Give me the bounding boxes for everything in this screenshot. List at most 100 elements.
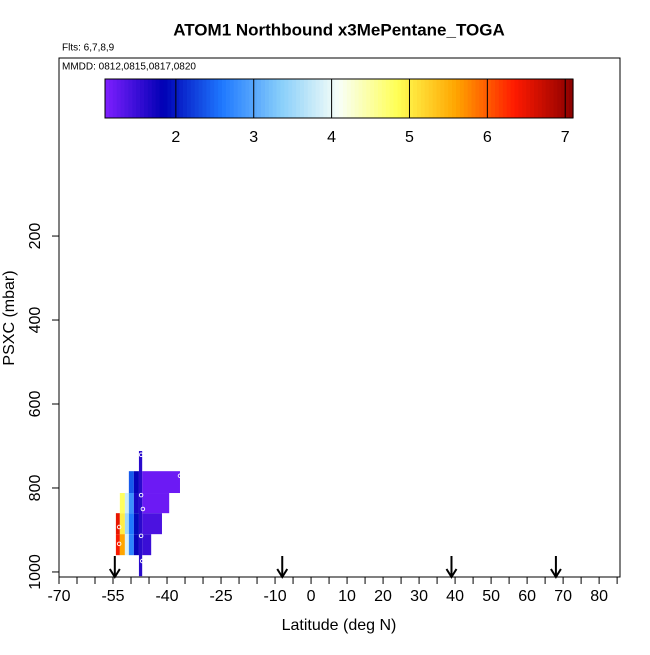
colorbar-strip [171,79,176,118]
colorbar-strip [245,79,250,118]
colorbar-frame [104,78,574,119]
colorbar-strip [331,79,336,118]
colorbar-strip [432,79,438,118]
colorbar-strip [378,79,383,118]
curtain-cell [124,534,129,556]
curtain-cell [128,493,134,514]
colorbar-strip [303,79,309,118]
x-tick-label: -40 [155,588,178,605]
x-tick-label: -10 [263,588,286,605]
colorbar-strip [128,79,133,118]
colorbar-strip [409,79,414,118]
colorbar-strip [264,79,270,118]
colorbar-strip [463,79,469,118]
colorbar-strip [401,79,406,118]
flight-arrowhead [445,568,458,579]
colorbar-strip [467,79,473,118]
colorbar-strip [518,79,523,118]
colorbar-strip [276,79,282,118]
colorbar-strip [233,79,239,118]
colorbar-strip [222,79,227,118]
colorbar-strip [335,79,340,118]
colorbar-strip [284,79,289,118]
colorbar-strip [498,79,504,118]
x-tick-label: 30 [410,588,428,605]
colorbar-strip [452,79,457,118]
y-tick-label: 800 [27,475,44,502]
colorbar-strip [268,79,274,118]
colorbar-strip [194,79,200,118]
colorbar-strip [424,79,430,118]
colorbar-strip [190,79,196,118]
colorbar-strip [327,79,332,118]
colorbar-strip [428,79,434,118]
curtain-cell [133,493,139,514]
subtitle: Flts: 6,7,8,9 [62,43,115,54]
curtain-cell [133,513,139,535]
colorbar-tick-label: 5 [405,129,414,146]
colorbar-strip [389,79,395,118]
colorbar-strip [296,79,301,118]
plot-frame [58,57,621,578]
colorbar-strip [147,79,153,118]
colorbar-strip [229,79,235,118]
x-tick-label: 50 [482,588,500,605]
x-tick-label: -55 [101,588,124,605]
curtain-cell [128,513,134,535]
sample-point [140,506,146,512]
colorbar-tick-label: 3 [249,129,258,146]
x-tick-label: 40 [446,588,464,605]
colorbar-strip [385,79,391,118]
colorbar-strip [436,79,441,118]
colorbar-strip [206,79,211,118]
colorbar-strip [420,79,426,118]
sample-point [116,541,122,547]
flight-arrowhead [108,568,121,579]
curtain-cell [119,534,125,556]
curtain-cell [133,471,139,494]
colorbar-strip [557,79,562,118]
colorbar-strip [350,79,356,118]
colorbar-strip [144,79,149,118]
x-tick-label: 60 [518,588,536,605]
colorbar-strip [140,79,145,118]
x-tick-label: 0 [307,588,316,605]
colorbar-strip [448,79,453,118]
colorbar-strip [175,79,180,118]
colorbar-strip [186,79,192,118]
sample-point [138,533,144,539]
x-tick-label: 80 [590,588,608,605]
colorbar-strip [534,79,539,118]
colorbar-strip [167,79,172,118]
colorbar-strip [569,79,574,118]
colorbar-strip [522,79,527,118]
colorbar-strip [124,79,129,118]
colorbar-strip [514,79,519,118]
colorbar-strip [495,79,500,118]
colorbar-strip [249,79,254,118]
y-tick-label: 400 [27,307,44,334]
colorbar-strip [237,79,243,118]
colorbar-strip [112,79,118,118]
colorbar-tick-label: 7 [561,129,570,146]
sample-point [138,452,144,458]
curtain-cell [119,513,125,535]
curtain-cell [119,493,125,514]
colorbar-tick-label: 4 [327,129,336,146]
colorbar-strip [471,79,477,118]
curtain-cell [142,493,170,514]
colorbar-strip [198,79,204,118]
flight-arrowhead [550,568,562,579]
colorbar-strip [105,79,110,118]
colorbar-strip [132,79,137,118]
colorbar-strip [565,79,570,118]
y-tick-label: 1000 [27,554,44,590]
colorbar-strip [342,79,348,118]
colorbar-strip [479,79,484,118]
colorbar-strip [300,79,305,118]
colorbar-strip [346,79,352,118]
colorbar-strip [159,79,165,118]
curtain-cell [115,513,120,535]
colorbar-strip [561,79,566,118]
colorbar-strip [292,79,297,118]
